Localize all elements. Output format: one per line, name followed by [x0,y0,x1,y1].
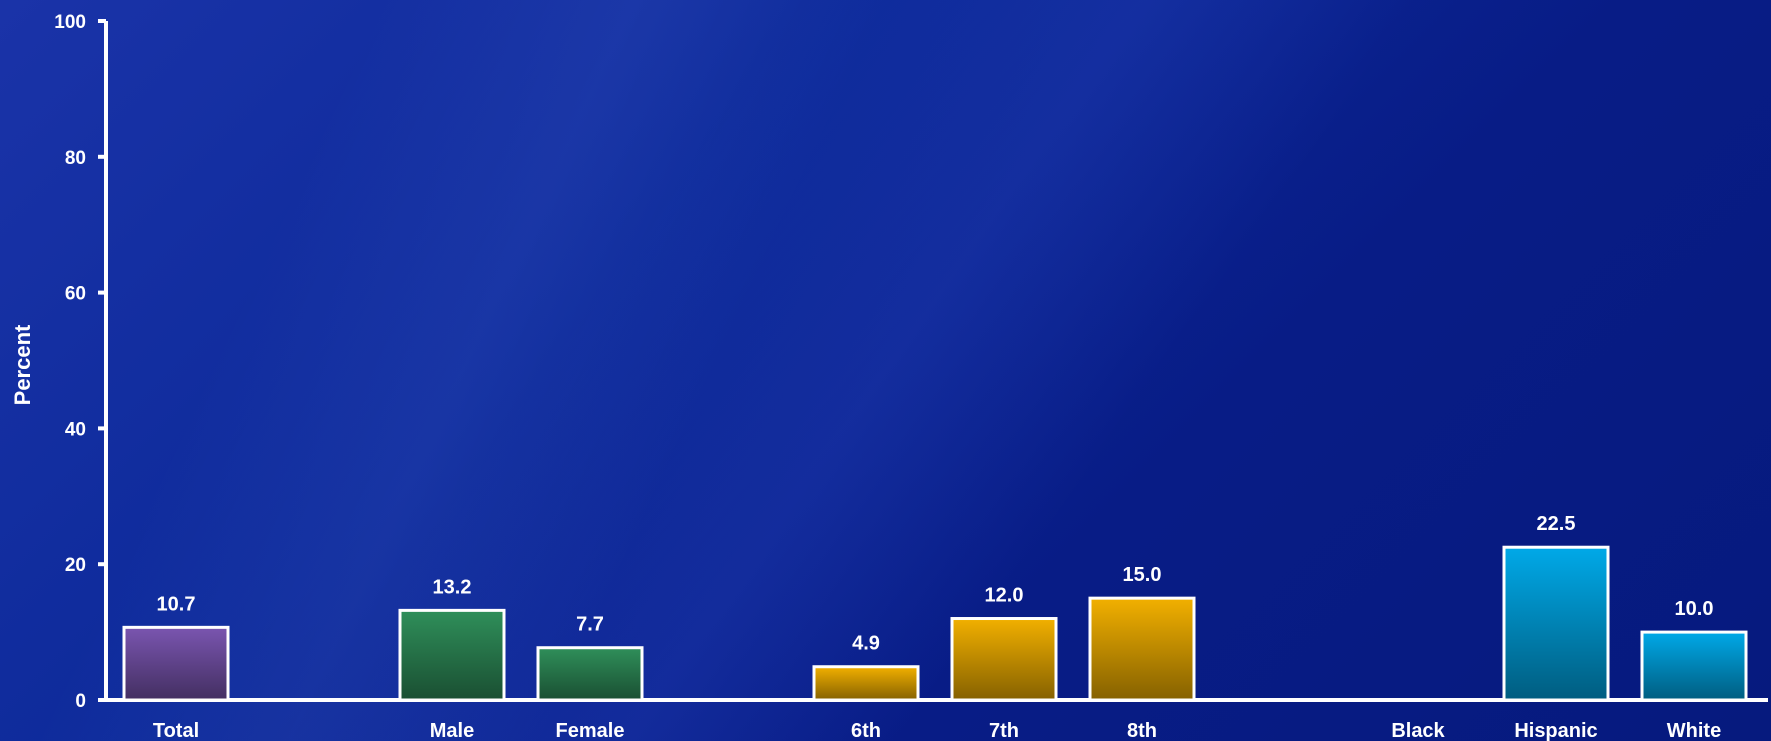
value-label-6th: 4.9 [852,633,880,655]
value-label-white: 10.0 [1675,598,1714,620]
category-label-total: Total [153,720,199,741]
category-label-6th: 6th [851,720,881,741]
value-label-male: 13.2 [433,576,472,598]
value-label-female: 7.7 [576,614,604,636]
category-label-female: Female [556,720,625,741]
value-label-hispanic: 22.5 [1537,513,1576,535]
bar-6th [812,665,920,702]
bar-8th [1088,596,1196,702]
y-tick-label: 80 [65,148,86,169]
y-axis-title: Percent [10,324,35,405]
category-label-male: Male [430,720,474,741]
value-label-7th: 12.0 [985,585,1024,607]
bar-hispanic [1502,545,1610,702]
category-label-white: White [1667,720,1721,741]
category-label-8th: 8th [1127,720,1157,741]
y-tick-label: 0 [75,691,86,712]
category-label-hispanic: Hispanic [1514,720,1597,741]
bar-7th [950,617,1058,702]
bar-white [1640,630,1748,702]
y-tick-label: 100 [54,12,86,33]
y-tick-label: 20 [65,555,86,576]
value-label-total: 10.7 [157,593,196,615]
y-tick-label: 60 [65,284,86,305]
bar-female [536,646,644,702]
category-label-7th: 7th [989,720,1019,741]
y-tick-label: 40 [65,419,86,440]
value-label-8th: 15.0 [1123,564,1162,586]
bar-total [122,625,230,702]
category-label-black: Black [1391,720,1445,741]
bar-male [398,608,506,702]
